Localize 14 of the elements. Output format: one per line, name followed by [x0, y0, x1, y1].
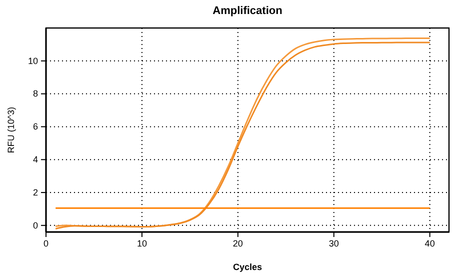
x-tick-label: 20: [232, 238, 243, 248]
y-axis-title: RFU (10^3): [6, 106, 16, 154]
x-tick-label: 30: [328, 238, 339, 248]
y-tick-label: 10: [28, 56, 38, 66]
y-tick-label: 6: [32, 122, 38, 132]
x-tick-label: 0: [43, 238, 49, 248]
y-tick-label: 0: [32, 220, 38, 230]
chart-title: Amplification: [212, 5, 283, 17]
y-tick-label: 2: [32, 187, 38, 198]
x-tick-label: 10: [136, 238, 147, 248]
x-tick-label: 40: [424, 238, 435, 248]
x-axis-title: Cycles: [232, 262, 262, 272]
y-tick-label: 4: [32, 154, 38, 164]
y-tick-label: 8: [32, 88, 38, 99]
